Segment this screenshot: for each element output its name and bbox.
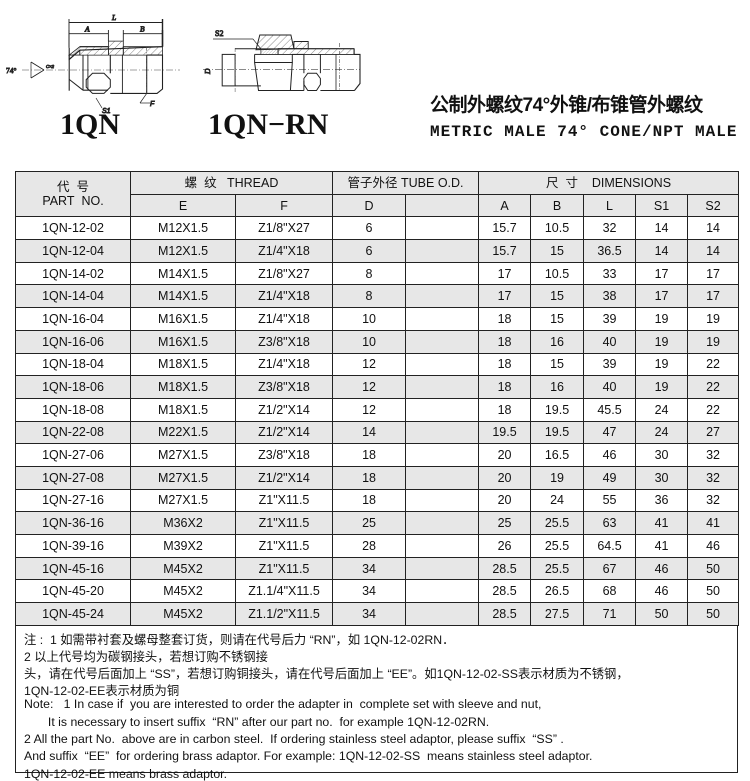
svg-text:F: F: [150, 101, 155, 108]
svg-text:C×2: C×2: [46, 64, 55, 69]
svg-text:A: A: [84, 25, 90, 34]
svg-text:D: D: [203, 68, 212, 75]
svg-text:S2: S2: [215, 29, 223, 38]
svg-text:B: B: [140, 25, 145, 34]
svg-text:L: L: [111, 13, 116, 22]
svg-text:74°: 74°: [6, 66, 17, 75]
